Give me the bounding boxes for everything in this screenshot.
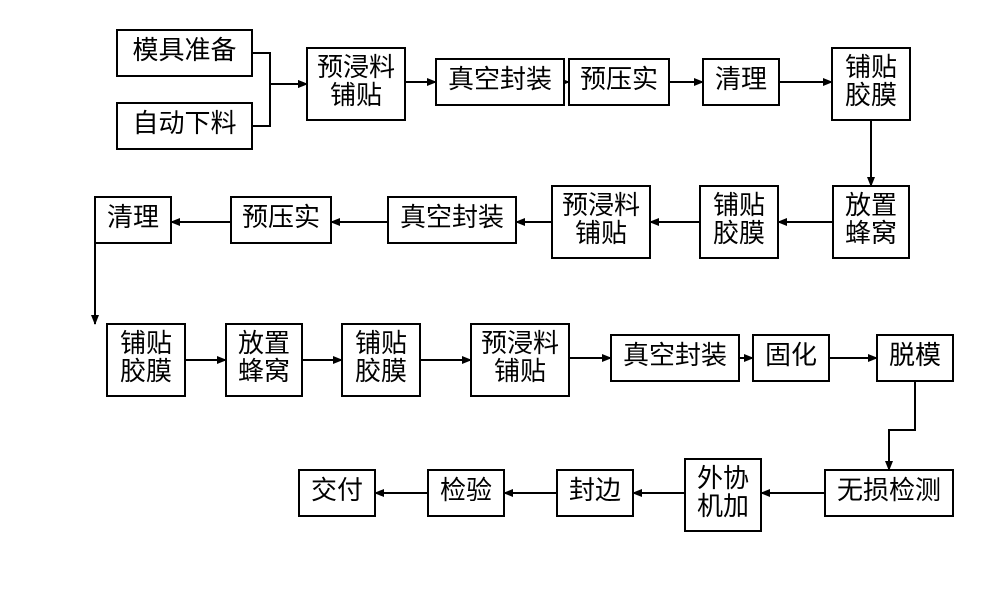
node-n22: 外协机加 — [685, 459, 761, 531]
node-n10: 预浸料铺贴 — [552, 186, 650, 258]
node-label: 蜂窝 — [238, 357, 290, 386]
node-n4: 真空封装 — [436, 59, 564, 105]
node-n18: 真空封装 — [611, 335, 739, 381]
node-label: 清理 — [715, 65, 767, 94]
node-label: 胶膜 — [845, 81, 897, 110]
node-label: 放置 — [238, 329, 290, 358]
node-label: 预浸料 — [481, 329, 559, 358]
node-n20: 脱模 — [877, 335, 953, 381]
node-n21: 无损检测 — [825, 470, 953, 516]
node-n1: 模具准备 — [117, 30, 252, 76]
node-n5: 预压实 — [569, 59, 669, 105]
node-n8: 放置蜂窝 — [833, 186, 909, 258]
node-n14: 铺贴胶膜 — [107, 324, 185, 396]
node-label: 预浸料 — [317, 53, 395, 82]
node-label: 铺贴 — [845, 53, 897, 82]
node-label: 胶膜 — [713, 219, 765, 248]
node-label: 预压实 — [580, 65, 658, 94]
node-label: 固化 — [765, 341, 817, 370]
node-label: 放置 — [845, 191, 897, 220]
node-label: 清理 — [107, 203, 159, 232]
node-n23: 封边 — [557, 470, 633, 516]
node-label: 真空封装 — [448, 65, 552, 94]
node-label: 蜂窝 — [845, 219, 897, 248]
node-n11: 真空封装 — [388, 197, 516, 243]
node-n25: 交付 — [299, 470, 375, 516]
node-label: 胶膜 — [120, 357, 172, 386]
node-label: 预浸料 — [562, 191, 640, 220]
node-label: 封边 — [569, 476, 621, 505]
node-n6: 清理 — [703, 59, 779, 105]
node-label: 检验 — [440, 476, 492, 505]
node-n17: 预浸料铺贴 — [471, 324, 569, 396]
node-n13: 清理 — [95, 197, 171, 243]
nodes-layer: 模具准备自动下料预浸料铺贴真空封装预压实清理铺贴胶膜放置蜂窝铺贴胶膜预浸料铺贴真… — [95, 30, 953, 531]
node-label: 脱模 — [889, 341, 941, 370]
node-label: 铺贴 — [355, 329, 407, 358]
node-label: 真空封装 — [623, 341, 727, 370]
node-label: 交付 — [311, 476, 363, 505]
node-label: 铺贴 — [330, 81, 382, 110]
node-label: 真空封装 — [400, 203, 504, 232]
node-label: 模具准备 — [132, 36, 236, 65]
node-label: 铺贴 — [713, 191, 765, 220]
edge-n20-n21 — [889, 381, 915, 470]
node-label: 铺贴 — [494, 357, 546, 386]
node-label: 无损检测 — [837, 476, 941, 505]
node-label: 外协 — [697, 464, 749, 493]
node-n7: 铺贴胶膜 — [832, 48, 910, 120]
node-n9: 铺贴胶膜 — [700, 186, 778, 258]
node-label: 铺贴 — [575, 219, 627, 248]
node-n15: 放置蜂窝 — [226, 324, 302, 396]
node-label: 机加 — [697, 492, 749, 521]
flowchart-canvas: 模具准备自动下料预浸料铺贴真空封装预压实清理铺贴胶膜放置蜂窝铺贴胶膜预浸料铺贴真… — [0, 0, 1000, 596]
node-label: 预压实 — [242, 203, 320, 232]
node-n16: 铺贴胶膜 — [342, 324, 420, 396]
node-n2: 自动下料 — [117, 103, 252, 149]
node-label: 胶膜 — [355, 357, 407, 386]
node-label: 自动下料 — [132, 109, 236, 138]
node-n19: 固化 — [753, 335, 829, 381]
node-n12: 预压实 — [231, 197, 331, 243]
node-label: 铺贴 — [120, 329, 172, 358]
node-n3: 预浸料铺贴 — [307, 48, 405, 120]
node-n24: 检验 — [428, 470, 504, 516]
